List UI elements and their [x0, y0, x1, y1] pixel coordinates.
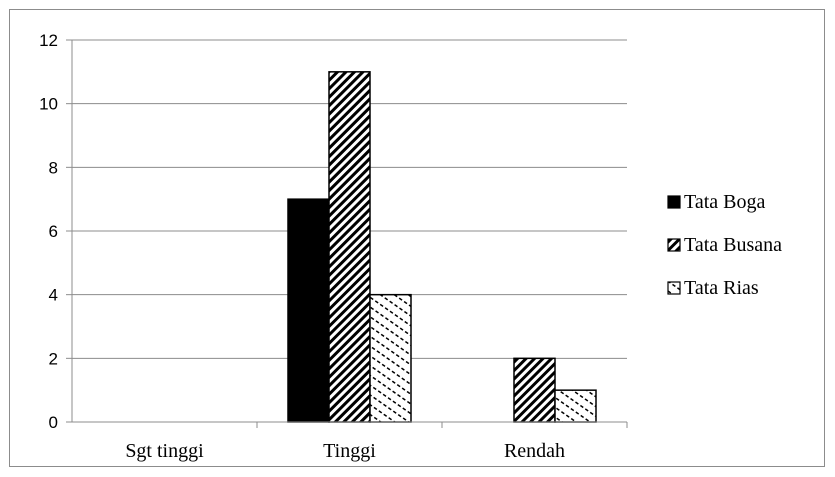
x-category-label: Rendah — [504, 440, 565, 462]
legend-swatch — [667, 195, 681, 209]
bar-tata-busana — [513, 357, 556, 423]
axes: 0 2 4 6 8 10 12 Sgt tinggi Tinggi Rendah — [39, 31, 628, 462]
bar-tata-rias — [369, 293, 412, 423]
x-category-label: Tinggi — [323, 440, 376, 462]
chart-frame — [9, 9, 825, 467]
legend-swatch — [667, 281, 681, 295]
y-tick-label: 4 — [49, 286, 58, 305]
y-tick-label: 2 — [49, 349, 58, 368]
bar-tata-busana — [328, 71, 371, 423]
y-tick-label: 6 — [49, 222, 58, 241]
x-category-label: Sgt tinggi — [125, 440, 204, 462]
bar-tata-rias — [554, 389, 597, 423]
legend-label: Tata Busana — [684, 234, 782, 256]
y-tick-label: 12 — [39, 31, 58, 50]
y-tick-label: 10 — [39, 95, 58, 114]
bar-tata-boga — [287, 198, 330, 423]
legend-swatch — [667, 238, 681, 252]
legend: Tata Boga Tata Busana Tata Rias — [667, 191, 782, 299]
legend-label: Tata Boga — [684, 191, 765, 213]
y-tick-label: 0 — [49, 413, 58, 432]
bars — [287, 71, 597, 423]
y-tick-label: 8 — [49, 158, 58, 177]
legend-label: Tata Rias — [684, 277, 759, 299]
